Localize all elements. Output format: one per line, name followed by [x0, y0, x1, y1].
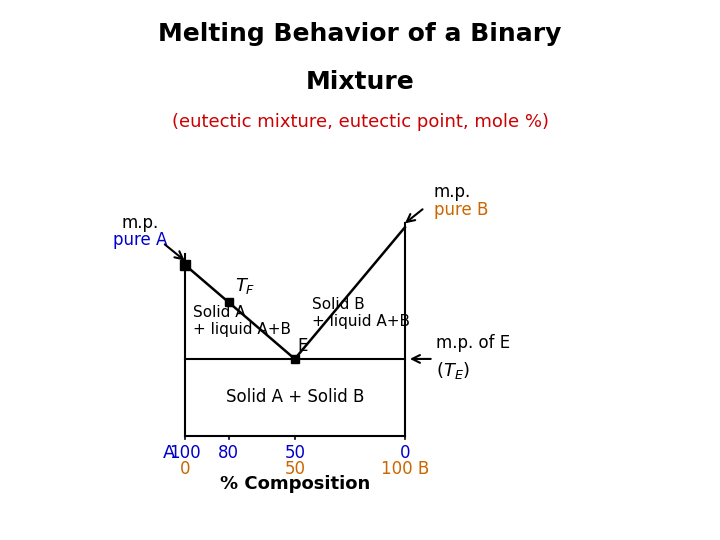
Text: Mixture: Mixture — [305, 70, 415, 94]
Text: Solid B
+ liquid A+B: Solid B + liquid A+B — [312, 296, 410, 329]
Text: m.p. of E: m.p. of E — [436, 334, 510, 353]
Text: Solid A
+ liquid A+B: Solid A + liquid A+B — [194, 305, 292, 338]
Text: (eutectic mixture, eutectic point, mole %): (eutectic mixture, eutectic point, mole … — [171, 113, 549, 131]
Text: % Composition: % Composition — [220, 475, 370, 493]
Text: m.p.: m.p. — [122, 214, 159, 232]
Text: Melting Behavior of a Binary: Melting Behavior of a Binary — [158, 22, 562, 45]
Text: pure B: pure B — [433, 200, 488, 219]
Text: A: A — [163, 444, 176, 462]
Text: Solid A + Solid B: Solid A + Solid B — [225, 388, 364, 406]
Text: $T_F$: $T_F$ — [235, 276, 256, 296]
Text: 80: 80 — [218, 444, 239, 462]
Text: 100 B: 100 B — [381, 460, 429, 478]
Text: 0: 0 — [400, 444, 410, 462]
Text: m.p.: m.p. — [433, 183, 471, 201]
Text: $(T_E)$: $(T_E)$ — [436, 360, 469, 381]
Text: 50: 50 — [284, 444, 305, 462]
Text: 0: 0 — [179, 460, 190, 478]
Text: 100: 100 — [169, 444, 200, 462]
Text: 50: 50 — [284, 460, 305, 478]
Text: pure A: pure A — [114, 231, 168, 249]
Text: E: E — [297, 336, 307, 355]
